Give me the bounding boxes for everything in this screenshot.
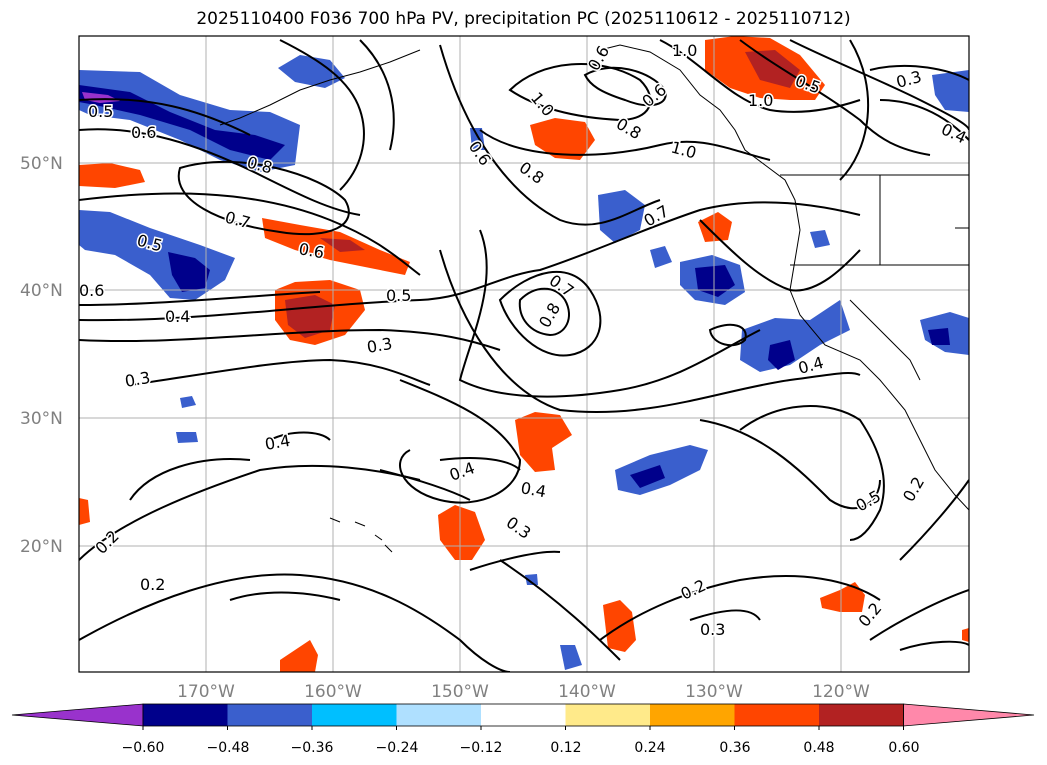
negative-precip-area [278, 55, 345, 88]
lon-labels: 170°W 160°W 150°W 140°W 130°W 120°W [177, 682, 870, 702]
contour-label: 1.0 [748, 91, 773, 110]
contour-label: 0.6 [79, 281, 104, 300]
colorbar-swatch [819, 704, 904, 726]
colorbar-tick-label: 0.48 [803, 740, 834, 756]
positive-precip-area [698, 212, 732, 242]
colorbar-tick-label: −0.60 [122, 740, 165, 756]
negative-precip-area [560, 645, 582, 670]
colorbar-tick-label: −0.24 [376, 740, 419, 756]
colorbar-swatch [312, 704, 397, 726]
colorbar-extend-high [903, 703, 1035, 727]
negative-precip-area [525, 574, 538, 585]
contour-label: 0.6 [131, 123, 156, 142]
negative-precip-area [932, 70, 969, 112]
colorbar-swatch [565, 704, 650, 726]
map-frame [78, 35, 970, 673]
negative-precip-core [168, 252, 210, 292]
negative-precip-core [79, 85, 285, 160]
pv-contours [79, 39, 969, 672]
negative-precip-area [740, 300, 850, 372]
map-plot-area: 1.00.5 0.30.41.00.60.80.60.50.81.00.60.80… [79, 36, 969, 672]
colorbar-swatch [143, 704, 228, 726]
colorbar-swatch [481, 704, 566, 726]
colorbar-swatch [396, 704, 481, 726]
contour-label: 0.2 [140, 575, 165, 594]
graticule [79, 36, 969, 672]
lat-labels: 50°N 40°N 30°N 20°N [20, 154, 63, 557]
lat-label: 20°N [20, 537, 63, 557]
positive-precip-area [530, 118, 595, 160]
colorbar [11, 703, 1035, 730]
lat-label: 30°N [20, 409, 63, 429]
positive-precip-area [515, 412, 572, 472]
colorbar-tick-label: −0.48 [207, 740, 250, 756]
positive-precip-area [79, 163, 145, 188]
positive-precip-area [962, 628, 969, 642]
colorbar-tick-label: 0.12 [550, 740, 581, 756]
negative-precip-area [470, 128, 485, 150]
positive-precip-core [320, 238, 365, 252]
negative-precip-area [176, 432, 198, 443]
colorbar-frame [142, 703, 904, 727]
lat-label: 40°N [20, 281, 63, 301]
colorbar-swatch [734, 704, 819, 726]
contour-label: 1.0 [672, 41, 697, 60]
map-title: 2025110400 F036 700 hPa PV, precipitatio… [196, 9, 851, 29]
positive-precip-area [280, 640, 318, 672]
colorbar-extend-low [11, 703, 144, 727]
contour-label: 0.4 [165, 307, 190, 326]
colorbar-tick-label: 0.60 [888, 740, 919, 756]
colorbar-ticks: −0.60 −0.48 −0.36 −0.24 −0.12 0.12 0.24 … [122, 740, 920, 756]
colorbar-tick-label: −0.36 [291, 740, 334, 756]
negative-precip-area [180, 396, 196, 408]
negative-precip-core [630, 465, 665, 488]
negative-precip-core [928, 328, 950, 345]
colorbar-tick-label: 0.36 [719, 740, 750, 756]
positive-precip-area [820, 582, 865, 612]
lon-label: 140°W [558, 682, 616, 702]
positive-precip-core [745, 50, 800, 88]
lon-label: 120°W [812, 682, 870, 702]
contour-label: 0.5 [88, 102, 113, 121]
lon-label: 150°W [431, 682, 489, 702]
lon-label: 160°W [304, 682, 362, 702]
colorbar-swatch [650, 704, 735, 726]
contour-label: 0.3 [700, 620, 725, 639]
negative-precip-core [768, 340, 795, 370]
colorbar-tick-label: 0.24 [634, 740, 665, 756]
lat-label: 50°N [20, 154, 63, 174]
colorbar-tick-label: −0.12 [460, 740, 503, 756]
negative-precip-area [650, 246, 672, 268]
contour-label: 0.5 [386, 286, 411, 305]
positive-precip-area [79, 498, 90, 525]
lon-label: 170°W [177, 682, 235, 702]
colorbar-swatch [227, 704, 312, 726]
negative-precip-area [810, 230, 830, 248]
negative-precip-core [695, 265, 735, 297]
coastlines [219, 44, 969, 553]
lon-label: 130°W [685, 682, 743, 702]
